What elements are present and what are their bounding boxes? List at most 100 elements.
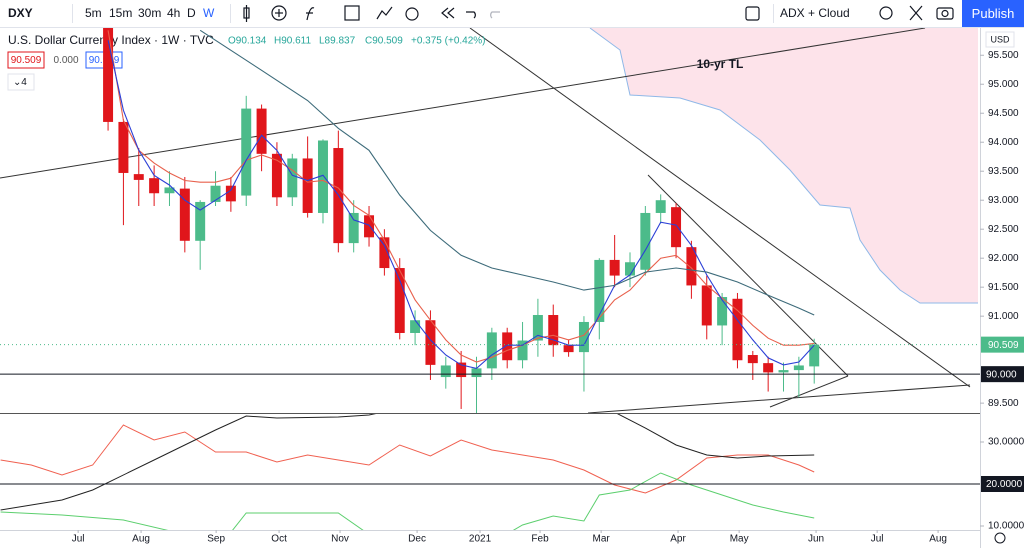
y-tick-label: 89.500 <box>988 398 1019 409</box>
indicator-line <box>199 29 815 316</box>
x-tick-label: Mar <box>593 534 611 545</box>
indicator-line <box>0 424 815 494</box>
y-tick-label: 10.0000 <box>988 521 1024 532</box>
candle-body <box>809 344 820 367</box>
legend-ohlc: H90.611 <box>274 36 312 47</box>
separator <box>773 4 774 23</box>
x-tick-label: Oct <box>271 534 287 545</box>
interval[interactable]: D <box>187 6 196 20</box>
candle-body <box>471 368 482 378</box>
trend-line[interactable] <box>469 28 971 388</box>
trend-line[interactable] <box>587 384 971 413</box>
currency: USD <box>990 34 1010 44</box>
alert-icon[interactable] <box>405 7 419 21</box>
candle-body <box>195 201 206 241</box>
price-label-box <box>981 366 1024 383</box>
trend-line[interactable] <box>0 28 926 179</box>
replay-icon[interactable] <box>441 7 455 19</box>
layout-icon[interactable] <box>745 6 760 21</box>
x-tick-label: Sep <box>207 534 225 545</box>
candle-body <box>486 332 497 369</box>
candle-body <box>594 259 605 322</box>
x-tick-label: Jun <box>808 534 824 545</box>
candle-body <box>394 268 405 333</box>
x-tick-label: Nov <box>331 534 349 545</box>
interval[interactable]: 15m <box>109 6 133 20</box>
candle-body <box>379 237 390 269</box>
y-tick-label: 92.500 <box>988 224 1019 235</box>
candle-body <box>763 363 774 373</box>
y-tick-label: 93.000 <box>988 195 1019 206</box>
indicator-line <box>107 30 815 363</box>
snapshot-icon[interactable] <box>936 7 954 20</box>
candle-body <box>241 108 252 196</box>
x-tick-label: May <box>730 534 749 545</box>
y-tick-label: 92.000 <box>988 253 1019 264</box>
fullscreen-icon[interactable] <box>909 5 923 21</box>
cloud <box>590 28 978 303</box>
candle-body <box>103 28 114 122</box>
candle-body <box>425 320 436 365</box>
x-tick-label: Jul <box>871 534 884 545</box>
candle-body <box>164 187 175 194</box>
indicator-line <box>107 40 815 369</box>
candle-body <box>578 321 589 353</box>
currency-box[interactable] <box>985 31 1015 48</box>
x-tick-label: Aug <box>929 534 947 545</box>
interval[interactable]: 4h <box>167 6 181 20</box>
legend-ohlc: O90.134 <box>228 36 267 47</box>
x-tick-label: Dec <box>408 534 426 545</box>
candle-body <box>686 247 697 286</box>
settings-icon[interactable] <box>879 6 893 20</box>
candle-body <box>609 259 620 276</box>
interval[interactable]: 30m <box>138 6 162 20</box>
y-tick-label: 94.000 <box>988 137 1019 148</box>
candle-body <box>179 188 190 241</box>
last-price-box <box>981 336 1024 353</box>
candle-body <box>655 200 666 213</box>
y-tick-label: 95.000 <box>988 79 1019 90</box>
interval[interactable]: W <box>203 6 215 20</box>
candle-body <box>502 332 513 361</box>
indicator-count[interactable]: 4 <box>21 77 27 88</box>
separator <box>72 4 73 23</box>
y-tick-label: 94.500 <box>988 108 1019 119</box>
price-label: 20.0000 <box>986 479 1023 490</box>
fx-icon[interactable] <box>306 7 315 21</box>
separator <box>230 4 231 23</box>
candle-body <box>287 158 298 198</box>
spread: 0.000 <box>53 55 78 66</box>
y-tick-label: 93.500 <box>988 166 1019 177</box>
toolbar: DXY 5m 15m 30m 4h D W ADX + Cloud Publis… <box>0 0 1024 28</box>
indicator-template[interactable]: ADX + Cloud <box>780 6 850 20</box>
candle-body <box>778 370 789 373</box>
axis-settings[interactable] <box>994 532 1006 544</box>
annotation: 10-yr TL <box>697 57 744 71</box>
indicator-line <box>0 472 815 530</box>
publish-button[interactable]: Publish <box>962 0 1024 27</box>
indicators-toggle[interactable] <box>7 73 35 91</box>
symbol[interactable]: DXY <box>8 6 33 20</box>
add-icon[interactable] <box>271 5 287 21</box>
undo-icon[interactable] <box>466 11 476 19</box>
chevron: ⌄ <box>13 77 21 88</box>
legend-change: +0.375 (+0.42%) <box>411 36 486 47</box>
candle-body <box>456 362 467 378</box>
price-label: 90.000 <box>986 369 1017 380</box>
y-tick-label: 95.500 <box>988 50 1019 61</box>
plot-area <box>0 414 815 530</box>
y-tick-label: 91.500 <box>988 282 1019 293</box>
candle-body <box>149 178 160 194</box>
interval[interactable]: 5m <box>85 6 102 20</box>
alert-chart-icon[interactable] <box>376 6 393 20</box>
templates-icon[interactable] <box>344 5 360 21</box>
candle-body <box>793 365 804 371</box>
candle-body <box>701 285 712 326</box>
candle-body <box>747 355 758 364</box>
trend-line[interactable] <box>769 375 849 408</box>
legend-ohlc: L89.837 <box>319 36 356 47</box>
candle-body <box>640 212 651 270</box>
quote-box <box>7 51 45 69</box>
